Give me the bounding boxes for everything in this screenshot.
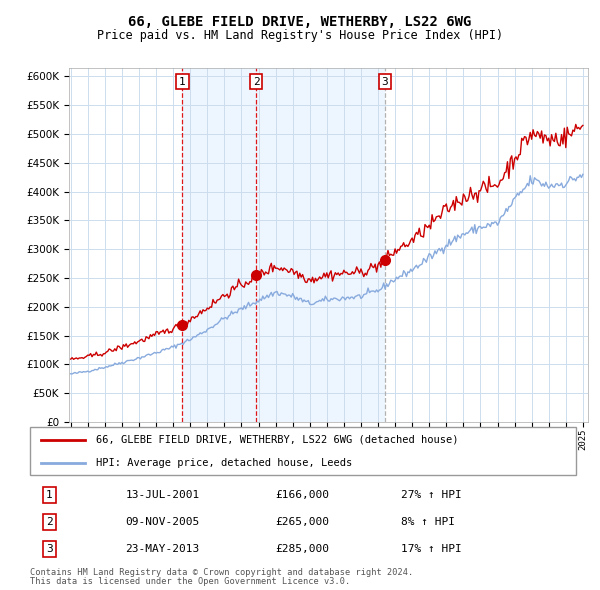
FancyBboxPatch shape <box>30 427 576 475</box>
Text: £166,000: £166,000 <box>276 490 330 500</box>
Text: 1: 1 <box>46 490 52 500</box>
Bar <box>182 68 256 422</box>
Text: 27% ↑ HPI: 27% ↑ HPI <box>401 490 462 500</box>
Text: Price paid vs. HM Land Registry's House Price Index (HPI): Price paid vs. HM Land Registry's House … <box>97 30 503 42</box>
Text: 2: 2 <box>46 517 52 527</box>
Text: 23-MAY-2013: 23-MAY-2013 <box>125 543 200 553</box>
Bar <box>256 68 385 422</box>
Text: 2: 2 <box>253 77 259 87</box>
Text: This data is licensed under the Open Government Licence v3.0.: This data is licensed under the Open Gov… <box>30 577 350 586</box>
Text: 3: 3 <box>46 543 52 553</box>
Text: Contains HM Land Registry data © Crown copyright and database right 2024.: Contains HM Land Registry data © Crown c… <box>30 568 413 576</box>
Text: 13-JUL-2001: 13-JUL-2001 <box>125 490 200 500</box>
Text: £265,000: £265,000 <box>276 517 330 527</box>
Text: 3: 3 <box>381 77 388 87</box>
Text: 66, GLEBE FIELD DRIVE, WETHERBY, LS22 6WG (detached house): 66, GLEBE FIELD DRIVE, WETHERBY, LS22 6W… <box>95 435 458 445</box>
Text: £285,000: £285,000 <box>276 543 330 553</box>
Text: 66, GLEBE FIELD DRIVE, WETHERBY, LS22 6WG: 66, GLEBE FIELD DRIVE, WETHERBY, LS22 6W… <box>128 15 472 29</box>
Text: 8% ↑ HPI: 8% ↑ HPI <box>401 517 455 527</box>
Text: 09-NOV-2005: 09-NOV-2005 <box>125 517 200 527</box>
Text: HPI: Average price, detached house, Leeds: HPI: Average price, detached house, Leed… <box>95 458 352 468</box>
Text: 17% ↑ HPI: 17% ↑ HPI <box>401 543 462 553</box>
Text: 1: 1 <box>179 77 186 87</box>
